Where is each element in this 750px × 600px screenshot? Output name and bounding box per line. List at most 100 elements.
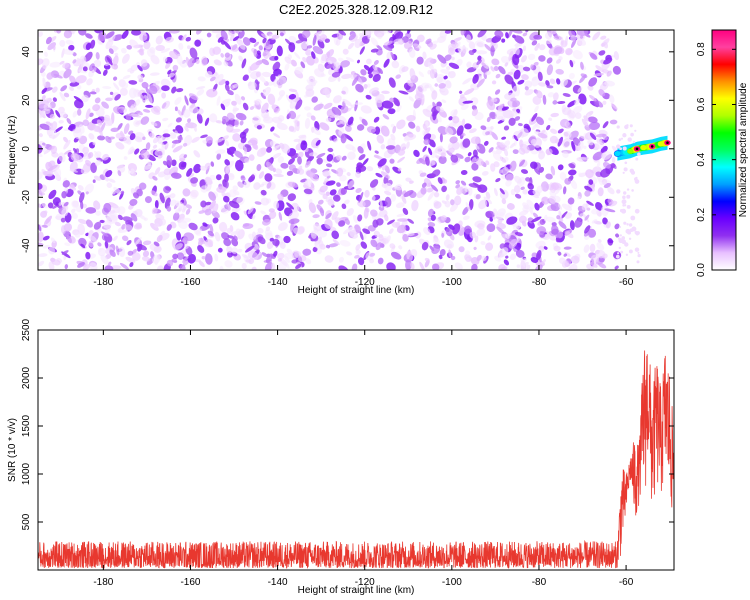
spectrogram-cell <box>468 50 475 56</box>
spectrogram-cell <box>104 265 114 270</box>
spectrogram-cell <box>589 52 598 60</box>
spectrogram-cell <box>512 149 519 155</box>
spectrogram-cell <box>562 138 571 148</box>
spectrogram-cell <box>61 191 67 199</box>
spectrogram-cell <box>518 215 527 224</box>
spectrogram-cell <box>256 125 262 130</box>
spectrogram-cell <box>115 141 125 150</box>
spectrogram-cell <box>214 253 219 262</box>
spectrogram-cell <box>339 174 347 182</box>
spectrogram-cell <box>380 125 390 137</box>
spectrogram-cell <box>427 62 434 71</box>
spectrogram-cell <box>465 202 471 212</box>
spectrogram-cell <box>493 208 498 217</box>
spectrogram-cell <box>476 78 485 88</box>
spectrogram-cell <box>265 253 274 264</box>
spectrogram-cell <box>80 166 91 174</box>
spectrogram-cell <box>286 202 295 210</box>
spectrogram-cell <box>514 175 522 184</box>
spectrogram-cell <box>177 135 184 141</box>
colorbar: 0.0 0.2 0.4 0.6 0.8 Normalized spectral ampl… <box>696 29 749 277</box>
spectrogram-cell <box>73 147 77 153</box>
spectrogram-cell <box>392 125 397 134</box>
snr-x-tick-label: -160 <box>180 577 200 588</box>
spectrogram-cell <box>63 92 70 98</box>
spectrogram-cell <box>184 134 193 146</box>
spectrogram-cell <box>102 153 109 161</box>
spectrogram-cell <box>277 258 282 262</box>
spectrogram-cell <box>224 52 230 58</box>
spectrogram-cell <box>105 31 115 39</box>
spectrogram-cell <box>557 128 564 134</box>
spectrogram-cell <box>167 122 173 128</box>
spectrogram-cell <box>236 196 245 205</box>
spectrogram-cell <box>312 246 318 253</box>
spectrogram-cell <box>296 121 300 127</box>
spectrogram-cell <box>503 148 509 157</box>
spectrogram-cell <box>514 35 525 44</box>
spectrogram-cell <box>422 51 427 60</box>
spectrogram-cell <box>186 45 191 50</box>
spectrogram-cell <box>401 195 407 204</box>
spectrogram-cell <box>112 235 118 242</box>
spectrogram-cell <box>38 31 43 37</box>
snr-x-label: Height of straight line (km) <box>298 585 415 596</box>
spectrogram-cell <box>137 91 143 97</box>
spectrogram-cell <box>374 150 379 154</box>
spectrogram-cell <box>223 238 232 247</box>
spectrogram-cell <box>95 87 100 93</box>
spectrogram-cell <box>395 74 401 79</box>
spectrogram-cell <box>261 33 268 39</box>
spectrogram-cell <box>567 197 575 205</box>
spectrogram-cell <box>247 206 254 215</box>
spectrogram-cell <box>226 124 234 133</box>
spectrogram-edge-cell <box>634 129 637 132</box>
spectrogram-cell <box>442 179 448 184</box>
spectrogram-cell <box>109 91 114 96</box>
spectrogram-cell <box>94 97 101 104</box>
spectrogram-cell <box>85 159 92 167</box>
spectrogram-cell <box>308 75 316 83</box>
spectrogram-cell <box>341 155 347 161</box>
spectrogram-cell <box>475 158 484 166</box>
spectrogram-cell <box>372 74 381 82</box>
spectrogram-edge-cell <box>626 124 629 127</box>
spectrogram-edge-cell <box>616 125 620 129</box>
spectrogram-cell <box>200 56 208 67</box>
spectrogram-cell <box>119 87 128 96</box>
spectrogram-cell <box>264 229 273 237</box>
spectrogram-cell <box>376 44 383 51</box>
spectrogram-cell <box>223 40 231 50</box>
spectrogram-cell <box>249 106 255 110</box>
spectrogram-cell <box>273 133 281 138</box>
spectrogram-cell <box>438 254 443 260</box>
spectrogram-cell <box>516 131 523 139</box>
spectrogram-cell <box>317 39 325 49</box>
spectrogram-cell <box>38 58 44 66</box>
spectrogram-cell <box>172 253 179 260</box>
spectrogram-cell <box>572 50 583 60</box>
spectrogram-cell <box>601 151 612 160</box>
spectrogram-cell <box>221 98 231 105</box>
spectrogram-cell <box>175 117 182 123</box>
spectrogram-cell <box>474 235 479 243</box>
snr-x-tick-label: -60 <box>619 577 634 588</box>
spectrogram-cell <box>602 217 608 225</box>
spectrogram-cell <box>279 241 286 249</box>
spectrogram-cell <box>380 171 391 179</box>
spectrogram-cell <box>161 92 167 99</box>
spectrogram-cell <box>364 189 370 198</box>
spectrogram-cell <box>301 30 311 39</box>
spectrogram-cell <box>396 105 402 113</box>
spectrogram-edge-cell <box>626 188 630 191</box>
spectrogram-cell <box>604 208 616 213</box>
spectrogram-cell <box>138 48 145 56</box>
spectrogram-cell <box>319 122 330 131</box>
spectrogram-cell <box>338 265 349 270</box>
spectrogram-cell <box>568 72 575 80</box>
spectrogram-cell <box>480 125 487 131</box>
spectrogram-cell <box>421 182 427 188</box>
spectrogram-cell <box>579 35 584 39</box>
spectrogram-cell <box>530 161 538 169</box>
spectrogram-cell <box>557 100 566 105</box>
